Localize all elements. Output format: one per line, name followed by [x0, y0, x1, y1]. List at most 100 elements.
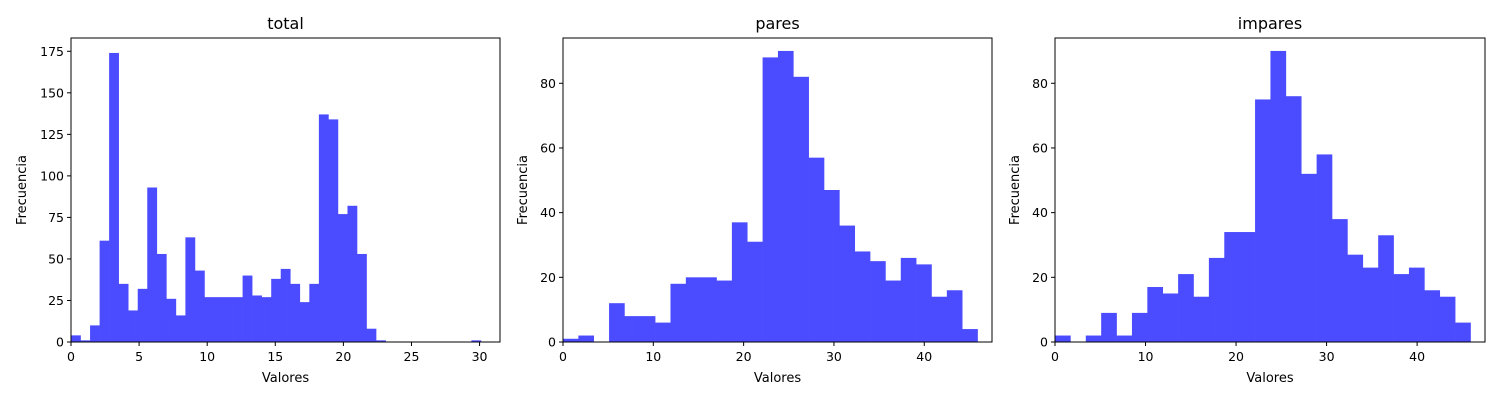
chart-panel-pares: pares Valores Frecuencia 0 10 20 30 40 0 20 40 6… [516, 14, 993, 386]
y-axis-label: Frecuencia [516, 155, 531, 225]
histogram-bar [1455, 322, 1471, 342]
histogram-bar [309, 283, 320, 342]
x-tick-label: 30 [826, 349, 842, 364]
x-axis-label: Valores [1246, 371, 1293, 386]
histogram-bar [261, 297, 272, 342]
histogram-bar [1085, 335, 1102, 342]
chart-title: total [267, 14, 304, 33]
plot-frame [1054, 37, 1486, 343]
plot-frame [562, 37, 993, 343]
x-tick-label: 20 [736, 349, 752, 364]
histogram-bar [99, 240, 110, 342]
x-tick-label: 40 [1409, 349, 1425, 364]
chart-title: impares [1238, 14, 1302, 33]
chart-panel-total: total Valores Frecuencia 0 5 10 15 20 25 30 0 25… [15, 14, 501, 386]
histogram-bar [280, 268, 291, 342]
histogram-bar [290, 283, 301, 342]
histogram-bar [357, 253, 367, 342]
histogram-bar [716, 280, 733, 342]
histogram-bars [1055, 50, 1471, 343]
histogram-bar [1378, 235, 1394, 342]
y-tick-label: 20 [540, 270, 556, 285]
y-axis-label: Frecuencia [1008, 155, 1023, 225]
histogram-bar [1424, 290, 1441, 342]
histogram-bar [1408, 267, 1425, 342]
y-tick-label: 0 [56, 335, 64, 350]
histogram-bar [1224, 232, 1240, 342]
x-tick-label: 30 [472, 349, 488, 364]
histogram-bar [242, 275, 253, 342]
histogram-bar [1193, 296, 1210, 342]
histogram-bar [1347, 254, 1364, 342]
histogram-bar [1393, 274, 1410, 342]
histogram-bar [90, 325, 100, 342]
histogram-bar [731, 222, 748, 342]
histogram-bar [214, 297, 224, 342]
histogram-bar [839, 225, 856, 342]
histogram-bar [854, 251, 871, 342]
histogram-bar [194, 270, 205, 342]
histogram-bar [1301, 173, 1317, 342]
histogram-bar [1055, 335, 1071, 342]
y-tick-label: 150 [40, 85, 64, 100]
histogram-bar [931, 296, 948, 342]
histogram-bar [471, 340, 482, 342]
histogram-bar [80, 340, 91, 342]
histogram-bar [328, 119, 339, 343]
x-tick-label: 15 [267, 349, 283, 364]
histogram-bar [366, 328, 377, 342]
histogram-bar [71, 335, 81, 342]
histogram-bar [204, 297, 215, 342]
histogram-bar [128, 310, 139, 342]
x-axis-label: Valores [754, 371, 801, 386]
histogram-bar [1178, 274, 1194, 342]
histogram-bar [1131, 312, 1148, 342]
x-tick-label: 20 [1228, 349, 1244, 364]
histogram-bar [808, 157, 825, 342]
y-tick-label: 60 [1032, 140, 1048, 155]
histogram-bar [376, 340, 386, 342]
chart-panel-impares: impares Valores Frecuencia 0 10 20 30 40 0 20 4… [1008, 14, 1486, 386]
histogram-bar [299, 302, 310, 342]
histogram-bar [1439, 296, 1456, 342]
x-tick-label: 10 [1138, 349, 1154, 364]
histogram-bar [870, 261, 886, 342]
histogram-bar [655, 322, 671, 342]
y-tick-label: 40 [1032, 205, 1048, 220]
histogram-bar [639, 316, 656, 342]
histogram-bar [578, 335, 594, 342]
histogram-bar [337, 214, 348, 342]
histogram-bar [1116, 335, 1133, 342]
x-axis-label: Valores [262, 371, 309, 386]
histogram-bar [109, 52, 119, 342]
y-tick-label: 100 [40, 168, 64, 183]
histogram-bar [563, 338, 579, 342]
histogram-bar [1255, 99, 1271, 342]
x-tick-label: 0 [67, 349, 75, 364]
histogram-bar [1239, 232, 1256, 342]
histogram-bar [223, 297, 234, 342]
y-tick-label: 80 [1032, 76, 1048, 91]
x-tick-label: 0 [1051, 349, 1059, 364]
histogram-bar [118, 283, 129, 342]
x-tick-label: 30 [1319, 349, 1335, 364]
histogram-bar [175, 315, 186, 342]
y-tick-label: 20 [1032, 270, 1048, 285]
x-tick-label: 10 [199, 349, 215, 364]
histogram-bar [793, 76, 809, 342]
histogram-bar [1270, 50, 1287, 342]
histogram-bar [624, 316, 641, 342]
x-tick-label: 25 [404, 349, 420, 364]
histogram-bar [233, 297, 243, 342]
histogram-bar [271, 278, 282, 342]
y-tick-label: 50 [48, 251, 64, 266]
chart-title: pares [755, 14, 799, 33]
histogram-bar [347, 205, 358, 342]
histogram-bar [1162, 293, 1179, 342]
histogram-bar [252, 295, 262, 342]
y-axis-label: Frecuencia [15, 155, 30, 225]
y-tick-label: 60 [540, 140, 556, 155]
y-tick-label: 0 [548, 335, 556, 350]
histogram-bar [1147, 287, 1164, 342]
y-tick-label: 80 [540, 76, 556, 91]
